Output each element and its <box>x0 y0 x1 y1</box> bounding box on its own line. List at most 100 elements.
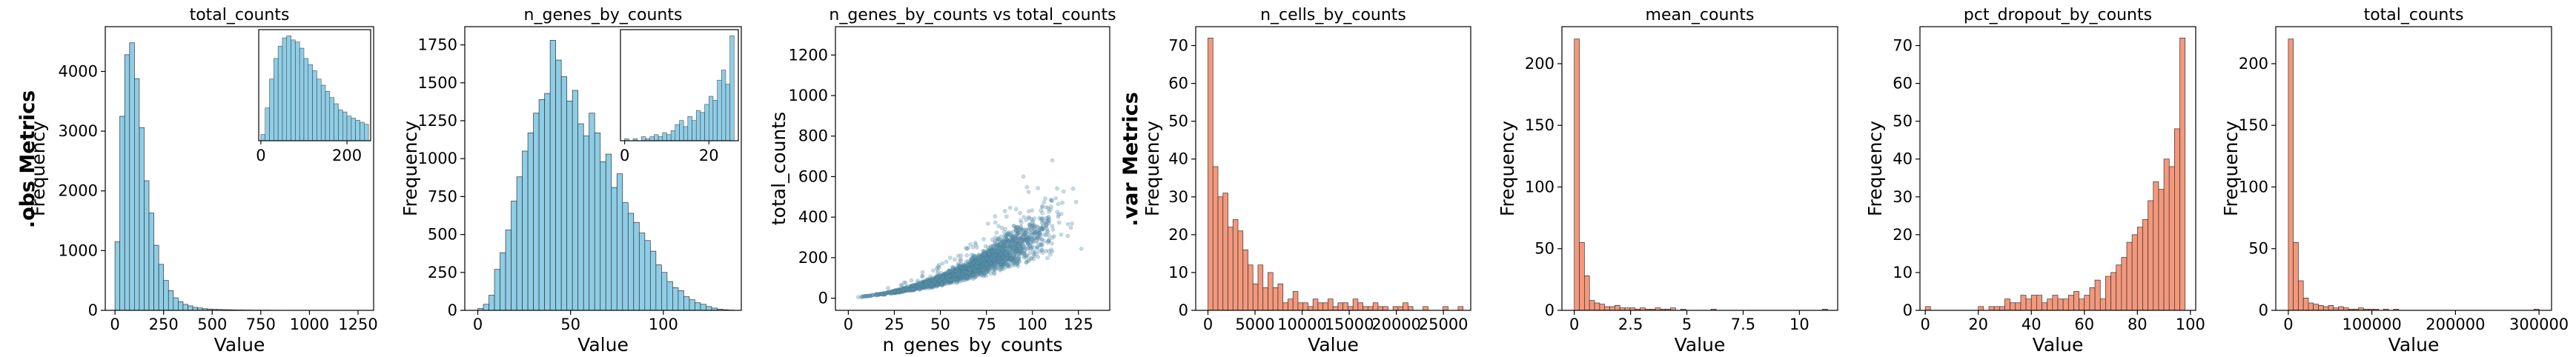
bar-0-7 <box>149 213 154 310</box>
inset-bar-0-7 <box>291 40 296 141</box>
xtick-label-5-3: 60 <box>2074 316 2094 333</box>
bar-3-6 <box>1238 231 1243 310</box>
x-axis-label-4: Value <box>1675 334 1726 354</box>
scatter-point-2564 <box>880 292 884 296</box>
xtick-label-0-5: 1250 <box>338 316 377 333</box>
bar-6-1 <box>2294 242 2299 310</box>
bar-1-14 <box>556 60 562 310</box>
inset-bar-0-18 <box>338 110 342 141</box>
ytick-label-2-4: 800 <box>798 127 828 145</box>
ytick-label-1-1: 250 <box>428 264 457 281</box>
ytick-label-2-2: 400 <box>798 208 828 226</box>
ytick-label-1-6: 1500 <box>418 74 457 92</box>
x-axis-label-2: n_genes_by_counts <box>882 334 1062 354</box>
bar-3-35 <box>1383 307 1388 310</box>
xtick-label-1-0: 0 <box>473 316 483 333</box>
bar-1-27 <box>628 213 634 310</box>
bar-3-2 <box>1218 197 1223 310</box>
bar-0-16 <box>193 307 198 310</box>
bar-0-1 <box>120 116 125 310</box>
bar-6-3 <box>2303 298 2308 310</box>
scatter-point-2456 <box>1017 257 1021 261</box>
bar-5-0 <box>1925 307 1930 310</box>
scatter-point-947 <box>981 237 985 241</box>
scatter-point-2413 <box>1022 245 1025 249</box>
inset-bar-0-12 <box>313 71 317 141</box>
bar-1-23 <box>606 154 612 310</box>
scatter-point-2562 <box>1029 228 1033 232</box>
chart-title-6: total_counts <box>2364 6 2464 24</box>
xtick-label-4-4: 10 <box>1789 316 1810 333</box>
scatter-point-2592 <box>956 271 960 275</box>
inset-bar-1-23 <box>721 70 726 141</box>
bar-0-5 <box>139 127 145 310</box>
ytick-label-1-7: 1750 <box>418 36 457 54</box>
bar-1-37 <box>683 297 689 310</box>
bar-3-24 <box>1328 299 1333 310</box>
scatter-point-2280 <box>979 273 983 277</box>
scatter-point-297 <box>1057 221 1061 224</box>
bar-3-12 <box>1268 273 1273 310</box>
bar-3-23 <box>1323 303 1328 310</box>
y-axis-label-2: total_counts <box>768 112 789 225</box>
scatter-point-81 <box>1051 227 1055 231</box>
scatter-point-2170 <box>1066 234 1070 238</box>
inset-bar-1-22 <box>718 80 722 141</box>
scatter-point-2581 <box>959 253 963 257</box>
scatter-point-2594 <box>904 287 907 290</box>
bar-1-39 <box>695 303 701 310</box>
bar-3-50 <box>1458 307 1463 310</box>
bar-3-29 <box>1353 299 1358 310</box>
scatter-point-2276 <box>1024 218 1028 222</box>
inset-bar-1-20 <box>709 96 713 141</box>
scatter-point-1821 <box>931 269 935 273</box>
scatter-point-2574 <box>1011 230 1015 233</box>
bar-1-1 <box>483 304 489 310</box>
scatter-point-2421 <box>966 277 970 281</box>
bar-3-19 <box>1303 303 1308 310</box>
bar-3-3 <box>1223 193 1228 310</box>
scatter-point-2177 <box>1033 236 1037 240</box>
scatter-point-2028 <box>1039 227 1042 231</box>
inset-bar-0-5 <box>282 38 287 141</box>
scatter-point-1839 <box>970 253 973 257</box>
scatter-point-1406 <box>984 244 987 248</box>
bar-3-39 <box>1403 303 1408 310</box>
x-axis-label-3: Value <box>1308 334 1359 354</box>
bar-5-18 <box>2021 296 2026 310</box>
bar-5-12 <box>1989 307 1994 310</box>
scatter-points <box>856 159 1083 299</box>
bar-4-6 <box>1605 307 1610 310</box>
ytick-label-4-3: 150 <box>1525 116 1554 134</box>
bar-3-30 <box>1358 303 1363 310</box>
inset-bar-1-9 <box>663 133 667 141</box>
bar-1-21 <box>595 133 600 310</box>
scatter-point-212 <box>1070 221 1074 225</box>
scatter-point-2569 <box>958 264 961 268</box>
scatter-point-2541 <box>875 293 879 296</box>
bar-3-26 <box>1338 303 1343 310</box>
scatter-point-2536 <box>887 291 891 295</box>
ytick-label-0-4: 4000 <box>59 62 98 80</box>
scatter-point-2511 <box>1030 244 1033 248</box>
bar-3-16 <box>1288 299 1293 310</box>
bar-3-14 <box>1278 284 1283 310</box>
bar-3-47 <box>1443 307 1448 310</box>
bar-5-44 <box>2159 190 2164 310</box>
ytick-label-6-1: 50 <box>2248 240 2268 258</box>
bar-5-34 <box>2105 276 2110 310</box>
bar-5-29 <box>2079 299 2085 310</box>
x-axis-label-0: Value <box>214 334 265 354</box>
scatter-point-2560 <box>993 241 996 244</box>
bar-3-1 <box>1213 167 1218 310</box>
inset-bar-0-1 <box>265 108 270 141</box>
scatter-point-1870 <box>1035 247 1039 250</box>
scatter-point-1786 <box>1012 224 1016 227</box>
scatter-point-438 <box>1048 253 1052 256</box>
bar-3-31 <box>1363 307 1368 310</box>
ytick-label-3-5: 50 <box>1168 113 1188 130</box>
inset-bar-0-16 <box>330 98 334 141</box>
